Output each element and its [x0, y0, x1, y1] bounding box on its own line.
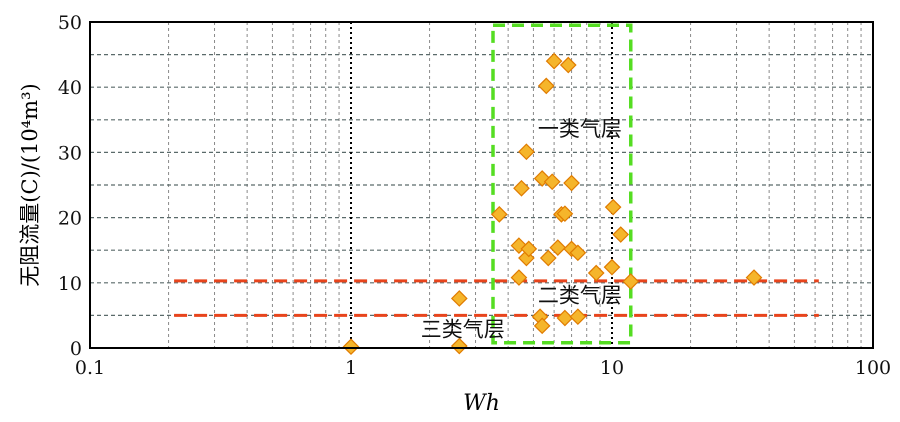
data-point — [450, 290, 468, 307]
data-point — [612, 226, 630, 243]
data-point — [603, 258, 621, 276]
class1-region-box — [491, 23, 633, 345]
data-point — [518, 143, 535, 161]
data-points — [342, 52, 763, 356]
data-point — [539, 249, 557, 267]
data-point — [556, 309, 574, 327]
data-point — [537, 77, 555, 95]
y-tick-label: 30 — [58, 142, 82, 164]
data-point — [587, 264, 605, 282]
data-point — [513, 179, 530, 197]
data-point — [745, 269, 763, 286]
x-tick-label: 100 — [855, 357, 891, 379]
data-point — [543, 173, 561, 191]
region-annotation: 二类气层 — [538, 283, 622, 307]
data-point — [604, 198, 622, 216]
data-point — [556, 205, 574, 223]
grid — [90, 22, 873, 348]
data-point — [545, 52, 563, 70]
y-axis-label: 无阻流量(C)/(10⁴m³) — [18, 83, 42, 286]
region-annotation: 一类气层 — [538, 117, 622, 141]
data-point — [569, 244, 587, 262]
data-point — [490, 205, 508, 223]
plot-frame — [89, 21, 874, 349]
y-tick-label: 20 — [58, 208, 82, 230]
data-point — [450, 337, 468, 355]
y-tick-label: 0 — [70, 338, 82, 360]
y-tick-label: 10 — [58, 273, 82, 295]
tick-labels: 0.1 1 10 100 0 10 20 30 40 50 — [58, 12, 891, 379]
data-point — [533, 317, 551, 335]
data-point — [559, 56, 577, 74]
data-point — [563, 174, 580, 192]
data-point — [510, 269, 528, 286]
region-annotation: 三类气层 — [421, 317, 505, 341]
data-point — [622, 273, 640, 290]
x-tick-label: 1 — [345, 357, 357, 379]
data-point — [520, 240, 538, 258]
class-regions — [491, 23, 633, 345]
x-axis-label: Wh — [463, 391, 500, 416]
data-point — [569, 308, 587, 326]
y-tick-label: 50 — [58, 12, 82, 34]
reference-lines — [174, 22, 819, 348]
data-point — [342, 338, 360, 356]
data-point — [549, 239, 567, 256]
x-tick-label: 0.1 — [75, 357, 105, 379]
x-tick-label: 10 — [600, 357, 624, 379]
y-tick-label: 40 — [58, 77, 82, 99]
